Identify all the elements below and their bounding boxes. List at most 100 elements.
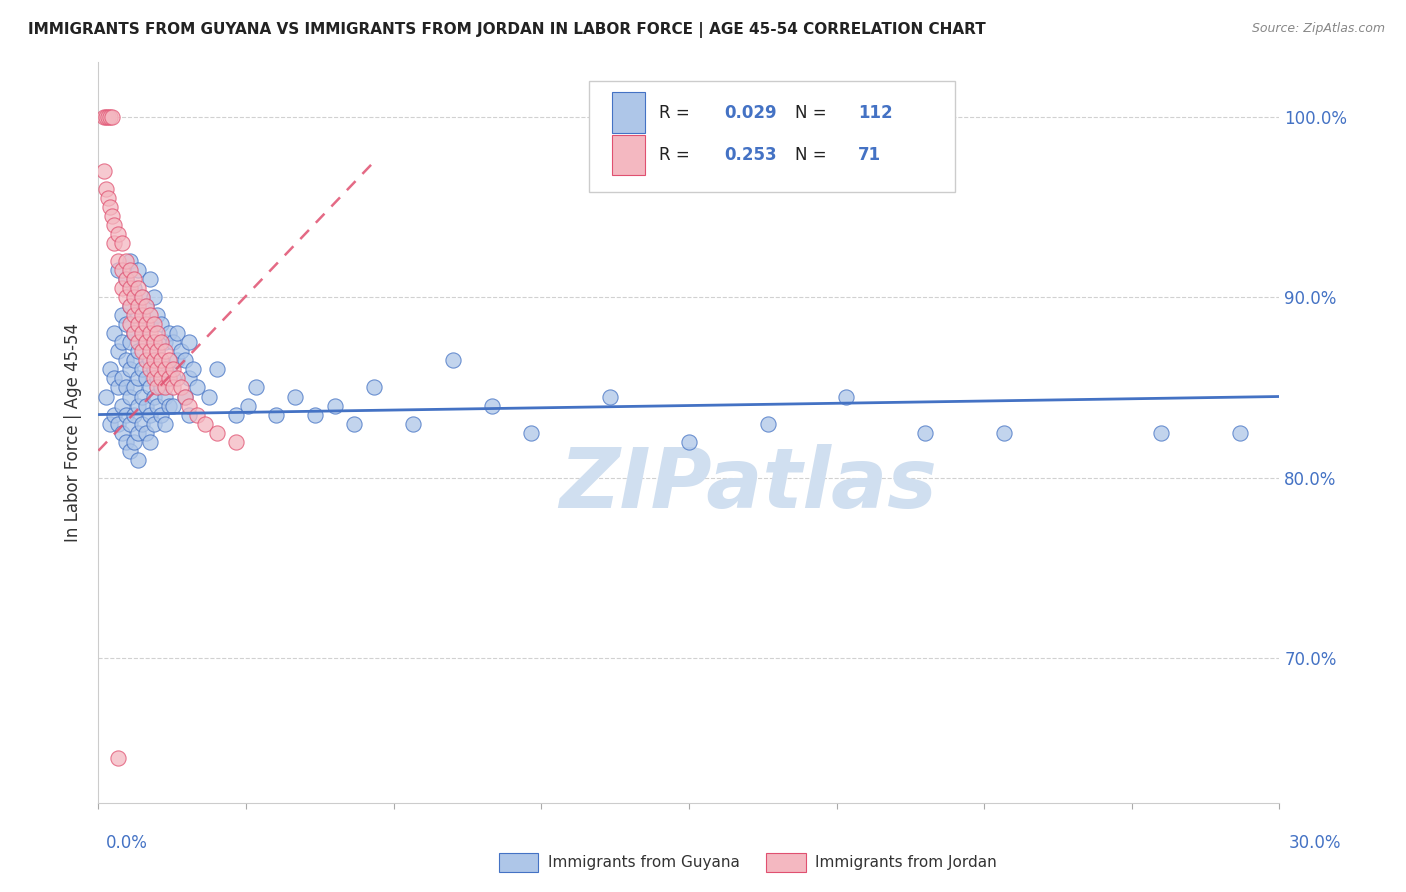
Point [186, 380, 208, 394]
FancyBboxPatch shape [612, 135, 645, 176]
Point [127, 335, 149, 350]
Point [131, 290, 153, 304]
Point [155, 380, 177, 394]
Point [135, 371, 157, 385]
Point [225, 434, 247, 449]
Point [115, 254, 138, 268]
Text: IMMIGRANTS FROM GUYANA VS IMMIGRANTS FROM JORDAN IN LABOR FORCE | AGE 45-54 CORR: IMMIGRANTS FROM GUYANA VS IMMIGRANTS FRO… [28, 22, 986, 38]
Point [174, 390, 197, 404]
Point [166, 326, 188, 341]
Point [101, 110, 124, 124]
Point [103, 326, 125, 341]
Point [103, 218, 125, 232]
Point [177, 399, 200, 413]
Point [115, 272, 138, 286]
Text: R =: R = [659, 103, 696, 122]
Point [122, 408, 145, 422]
Point [162, 362, 184, 376]
Point [131, 326, 153, 341]
Text: 0.0%: 0.0% [105, 834, 148, 852]
Point [118, 299, 141, 313]
Point [150, 408, 173, 422]
Text: 112: 112 [858, 103, 893, 122]
Text: 0.029: 0.029 [724, 103, 778, 122]
Point [131, 362, 153, 376]
Point [97, 110, 120, 124]
Point [142, 335, 165, 350]
Point [142, 390, 165, 404]
Point [127, 425, 149, 440]
Point [323, 399, 346, 413]
Point [264, 408, 287, 422]
Point [127, 344, 149, 359]
FancyBboxPatch shape [589, 81, 955, 192]
Point [177, 371, 200, 385]
Point [127, 281, 149, 295]
Point [93, 163, 115, 178]
Point [138, 362, 160, 376]
Point [138, 353, 160, 368]
Point [131, 417, 153, 431]
Point [142, 371, 165, 385]
Point [122, 326, 145, 341]
Point [150, 371, 173, 385]
Point [96, 390, 118, 404]
Point [118, 263, 141, 277]
Point [155, 335, 177, 350]
Point [111, 371, 134, 385]
Point [97, 191, 120, 205]
Point [138, 434, 160, 449]
Point [135, 425, 157, 440]
Point [142, 353, 165, 368]
Point [284, 390, 307, 404]
Point [118, 318, 141, 332]
Point [118, 443, 141, 458]
Point [402, 417, 425, 431]
Point [93, 110, 115, 124]
Point [135, 318, 157, 332]
Point [122, 272, 145, 286]
Point [96, 110, 118, 124]
Point [166, 371, 188, 385]
Point [135, 299, 157, 313]
Point [118, 299, 141, 313]
Point [155, 417, 177, 431]
Point [135, 335, 157, 350]
Text: 0.253: 0.253 [724, 146, 778, 164]
Point [835, 390, 858, 404]
Point [146, 399, 169, 413]
Point [138, 272, 160, 286]
Point [150, 380, 173, 394]
Point [138, 318, 160, 332]
Point [127, 371, 149, 385]
Point [111, 308, 134, 322]
Point [122, 353, 145, 368]
Point [441, 353, 464, 368]
Point [131, 390, 153, 404]
Point [194, 417, 217, 431]
Point [131, 308, 153, 322]
Point [96, 182, 118, 196]
Point [177, 408, 200, 422]
Point [304, 408, 326, 422]
Point [162, 335, 184, 350]
Point [678, 434, 700, 449]
Point [118, 390, 141, 404]
Point [236, 399, 259, 413]
Point [107, 344, 129, 359]
Point [115, 318, 138, 332]
Point [127, 299, 149, 313]
Point [127, 399, 149, 413]
Point [101, 209, 124, 223]
Point [118, 281, 141, 295]
Point [155, 390, 177, 404]
Point [205, 425, 228, 440]
Point [166, 353, 188, 368]
Point [122, 326, 145, 341]
Text: Immigrants from Guyana: Immigrants from Guyana [548, 855, 740, 870]
Point [107, 254, 129, 268]
Point [225, 408, 247, 422]
Point [122, 434, 145, 449]
Point [197, 390, 219, 404]
Point [138, 326, 160, 341]
